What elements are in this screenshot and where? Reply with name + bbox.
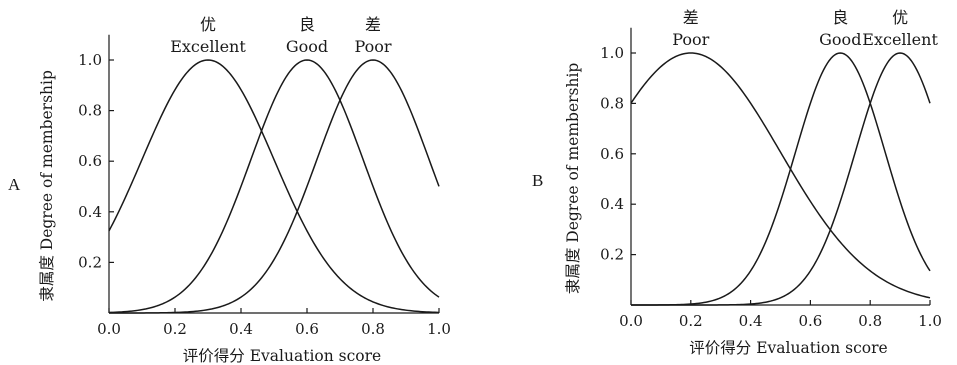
series-label-cn: 优	[200, 15, 216, 34]
y-tick-label: 0.2	[78, 253, 102, 271]
x-axis-title: 评价得分 Evaluation score	[689, 339, 887, 357]
x-axis-title: 评价得分 Evaluation score	[183, 347, 381, 365]
series-label-en: Poor	[672, 30, 709, 49]
y-tick-label: 1.0	[78, 51, 102, 69]
x-tick-label: 0.6	[798, 312, 822, 330]
y-axis-title: 隶属度 Degree of membership	[564, 63, 582, 295]
series-label-en: Good	[286, 37, 328, 56]
y-tick-label: 0.2	[600, 246, 624, 264]
y-tick-label: 0.6	[78, 152, 102, 170]
x-tick-label: 0.0	[97, 320, 121, 338]
series-label-en: Good	[819, 30, 861, 49]
x-tick-label: 0.6	[295, 320, 319, 338]
series-label-en: Excellent	[170, 37, 246, 56]
y-axis-title: 隶属度 Degree of membership	[38, 70, 56, 302]
x-tick-label: 0.4	[739, 312, 763, 330]
x-tick-label: 1.0	[918, 312, 942, 330]
panel-a: A 0.0 0.2 0.4 0.6 0.8 1.0 0.2 0.4 0.6 0.8 1.0 评价得分 E…	[8, 15, 451, 365]
series-label-cn: 优	[892, 8, 908, 27]
y-tick-label: 0.8	[600, 94, 624, 112]
y-tick-label: 1.0	[600, 44, 624, 62]
series-line-poor	[630, 52, 931, 299]
series-line-poor	[109, 59, 440, 314]
y-tick-label: 0.4	[600, 195, 624, 213]
x-tick-label: 0.0	[619, 312, 643, 330]
series-label-cn: 差	[683, 8, 699, 27]
series-line-excellent	[108, 59, 440, 314]
x-tick-label: 1.0	[427, 320, 451, 338]
y-tick-label: 0.8	[78, 102, 102, 120]
x-tick-label: 0.8	[858, 312, 882, 330]
x-tick-label: 0.8	[361, 320, 385, 338]
panel-letter: B	[532, 171, 543, 190]
x-tick-label: 0.4	[229, 320, 253, 338]
panel-letter: A	[8, 175, 21, 194]
series-label-cn: 良	[299, 15, 315, 34]
x-tick-label: 0.2	[163, 320, 187, 338]
series-label-en: Poor	[354, 37, 391, 56]
y-tick-label: 0.4	[78, 203, 102, 221]
series-label-cn: 差	[365, 15, 381, 34]
series-line-good	[108, 59, 440, 314]
panel-b: B 0.0 0.2 0.4 0.6 0.8 1.0 0.2 0.4 0.6 0.8 1.0 评价得分 E…	[532, 8, 942, 357]
series-label-en: Excellent	[862, 30, 938, 49]
x-tick-label: 0.2	[679, 312, 703, 330]
y-tick-label: 0.6	[600, 145, 624, 163]
series-line-excellent	[631, 52, 931, 306]
series-line-good	[630, 52, 931, 306]
series-label-cn: 良	[832, 8, 848, 27]
